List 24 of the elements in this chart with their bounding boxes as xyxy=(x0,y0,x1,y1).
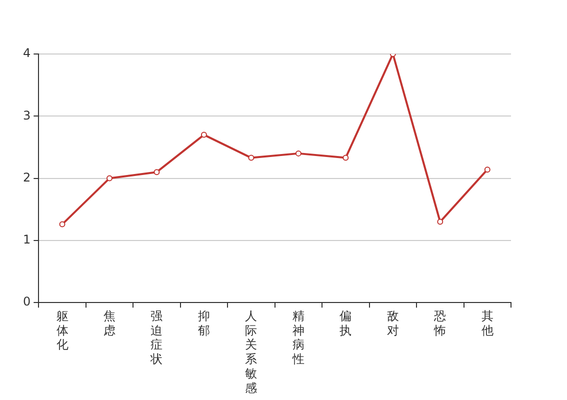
x-tick-label: 焦虑 xyxy=(103,308,116,338)
point xyxy=(59,221,66,228)
point xyxy=(484,166,490,173)
point xyxy=(200,132,207,138)
x-tick-label: 强迫症状 xyxy=(150,308,163,366)
y-tick-label: 4 xyxy=(22,46,31,60)
x-tick-label: 敌对 xyxy=(386,308,399,338)
point xyxy=(342,154,349,161)
x-tick-label: 精神病性 xyxy=(291,308,304,366)
point xyxy=(437,218,444,225)
point xyxy=(248,154,254,161)
x-tick-label: 偏执 xyxy=(340,308,352,338)
x-tick-label: 其他 xyxy=(481,308,494,338)
x-tick-label: 躯体化 xyxy=(56,308,68,352)
y-tick-label: 1 xyxy=(22,232,31,247)
x-tick-label: 人际关系敏感 xyxy=(245,308,258,395)
x-tick-label: 抑郁 xyxy=(198,308,210,338)
y-tick-label: 3 xyxy=(22,108,31,122)
point xyxy=(106,175,112,182)
x-tick-label: 恐怖 xyxy=(433,308,446,338)
point xyxy=(295,150,302,156)
y-tick-label: 2 xyxy=(22,170,31,184)
y-tick-label: 0 xyxy=(22,294,31,309)
point xyxy=(154,169,160,176)
